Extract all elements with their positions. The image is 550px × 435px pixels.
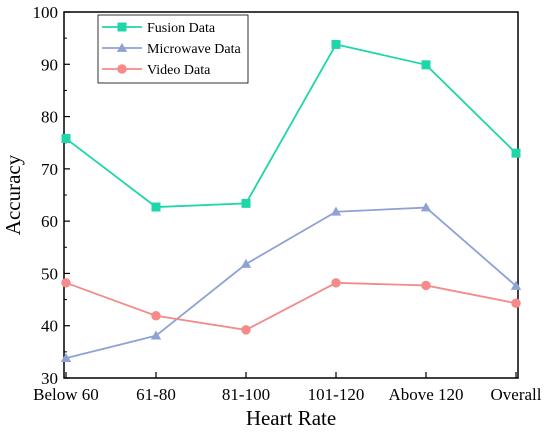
x-tick-label: 81-100: [222, 385, 270, 404]
legend-label: Fusion Data: [147, 21, 216, 36]
data-point: [117, 22, 127, 32]
x-tick-label: Above 120: [388, 385, 463, 404]
y-tick-label: 60: [41, 212, 58, 231]
series-line: [65, 281, 517, 331]
x-tick-label: 101-120: [308, 385, 365, 404]
data-point: [61, 134, 71, 144]
y-axis: 30 40 50 60 70 80 90 100: [33, 3, 70, 388]
data-point: [150, 330, 162, 340]
data-point: [116, 42, 128, 52]
y-axis-title: Accuracy: [1, 154, 25, 235]
series-line: [65, 206, 517, 360]
data-point: [511, 298, 521, 308]
data-point: [241, 198, 251, 208]
series: [60, 202, 522, 363]
x-axis: Below 60 61-80 81-100 101-120 Above 120 Overa…: [33, 372, 542, 404]
x-axis-title: Heart Rate: [246, 406, 336, 430]
data-point: [511, 148, 521, 158]
y-tick-label: 30: [41, 369, 58, 388]
data-point: [420, 202, 432, 212]
data-point: [421, 60, 431, 70]
data-point: [60, 352, 72, 363]
data-point: [421, 280, 431, 291]
y-tick-label: 80: [41, 108, 58, 127]
legend-item: Microwave Data: [102, 42, 241, 57]
data-point: [510, 280, 522, 290]
legend-item: Fusion Data: [102, 21, 216, 36]
data-point: [61, 278, 71, 288]
data-point: [331, 278, 341, 288]
data-point: [151, 202, 161, 212]
legend-label: Video Data: [147, 63, 211, 78]
y-tick-label: 90: [41, 55, 58, 74]
data-point: [330, 206, 342, 216]
legend: Fusion Data Microwave Data Video Data: [97, 14, 249, 84]
x-tick-label: Overall: [491, 385, 542, 404]
x-tick-label: 61-80: [136, 385, 176, 404]
y-tick-label: 40: [41, 317, 58, 336]
data-point: [117, 64, 127, 74]
y-tick-label: 100: [33, 3, 59, 22]
x-tick-label: Below 60: [33, 385, 99, 404]
data-point: [151, 311, 161, 321]
series: [61, 278, 521, 335]
data-point: [240, 258, 252, 268]
series-line: [65, 43, 517, 208]
legend-item: Video Data: [102, 63, 211, 78]
y-tick-label: 50: [41, 264, 58, 283]
data-point: [331, 39, 341, 49]
y-tick-label: 70: [41, 160, 58, 179]
series: [61, 39, 521, 212]
legend-label: Microwave Data: [147, 42, 241, 57]
data-point: [241, 325, 251, 335]
series-layer: [60, 39, 522, 363]
